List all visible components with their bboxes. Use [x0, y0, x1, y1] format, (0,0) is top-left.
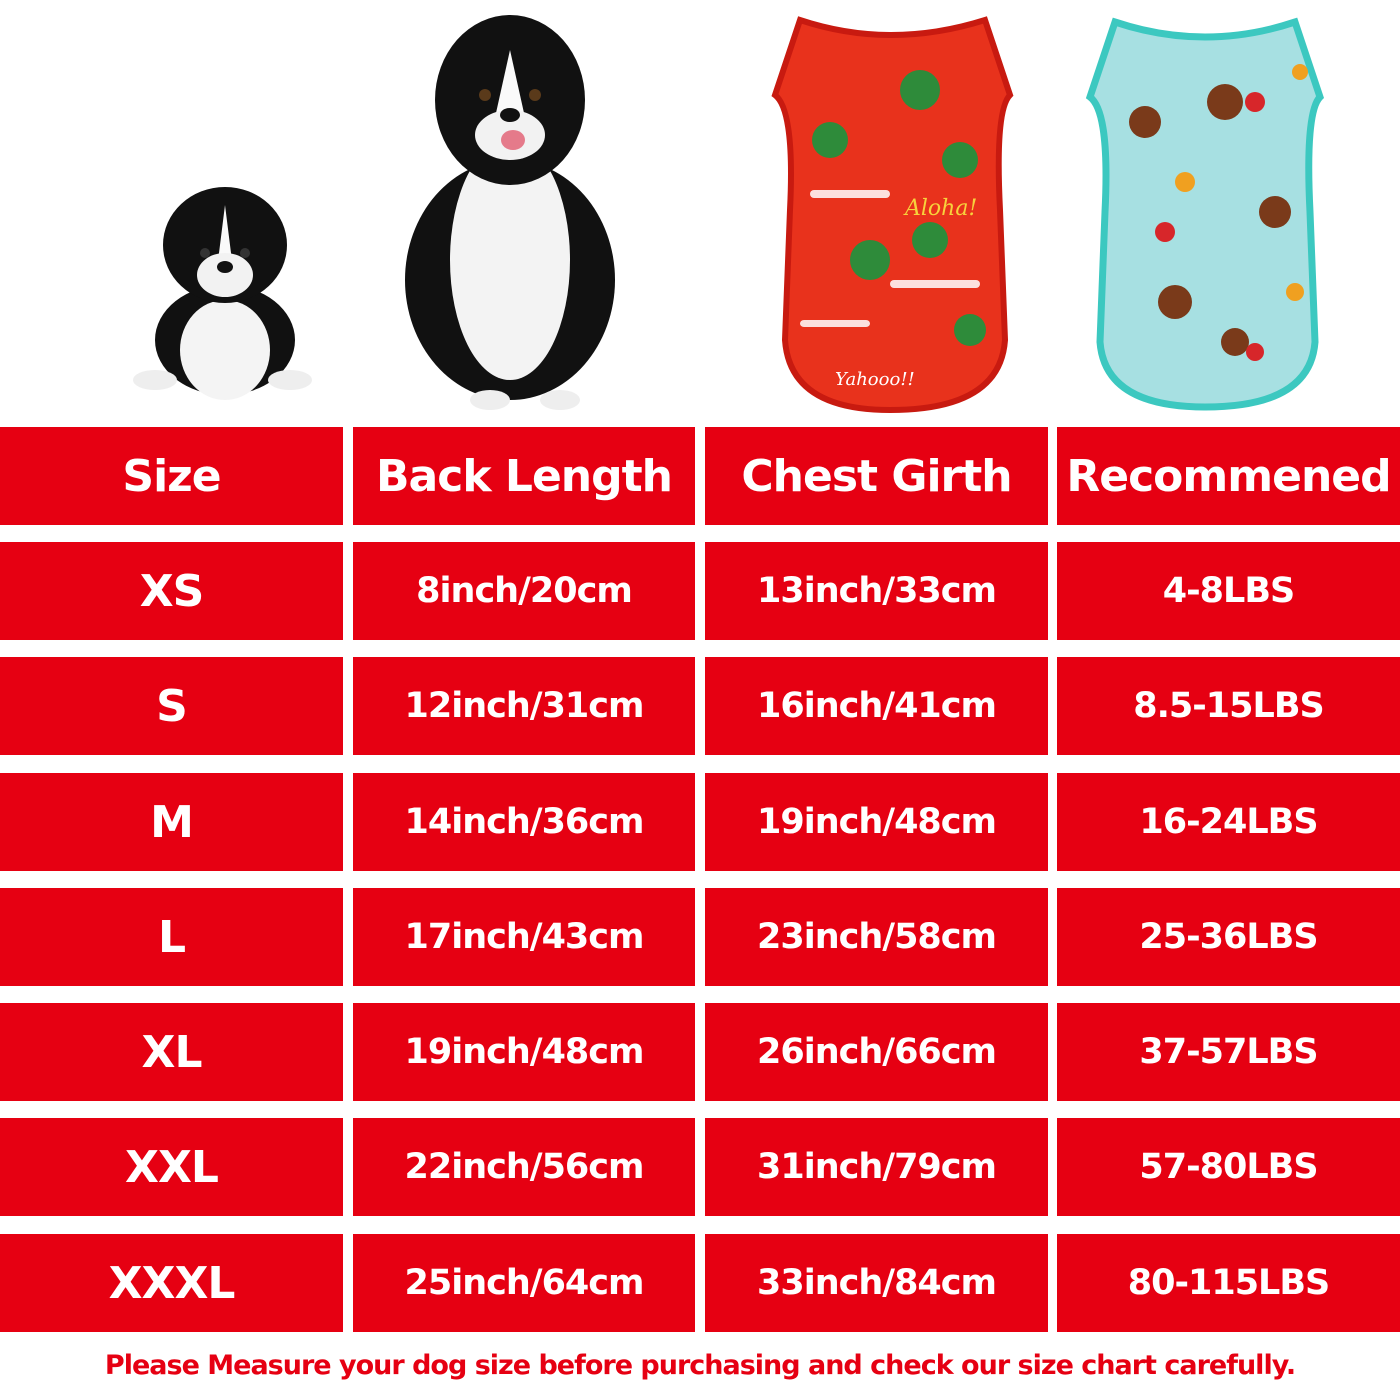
table-row: S 12inch/31cm 16inch/41cm 8.5-15LBS: [0, 657, 1400, 755]
red-hawaiian-shirt: Aloha! Yahooo!!: [771, 16, 1014, 414]
cell-chest-girth: 23inch/58cm: [705, 888, 1048, 986]
shirt-print-aloha: Aloha!: [903, 196, 977, 221]
cell-recommended-weight: 4-8LBS: [1057, 542, 1400, 640]
cell-size: M: [0, 773, 343, 871]
cell-recommended-weight: 37-57LBS: [1057, 1003, 1400, 1101]
table-row: XS 8inch/20cm 13inch/33cm 4-8LBS: [0, 542, 1400, 640]
table-row: L 17inch/43cm 23inch/58cm 25-36LBS: [0, 888, 1400, 986]
table-row: M 14inch/36cm 19inch/48cm 16-24LBS: [0, 773, 1400, 871]
cell-chest-girth: 16inch/41cm: [705, 657, 1048, 755]
table-row: XXL 22inch/56cm 31inch/79cm 57-80LBS: [0, 1118, 1400, 1216]
cell-back-length: 19inch/48cm: [353, 1003, 695, 1101]
cell-recommended-weight: 16-24LBS: [1057, 773, 1400, 871]
cell-chest-girth: 31inch/79cm: [705, 1118, 1048, 1216]
cell-back-length: 22inch/56cm: [353, 1118, 695, 1216]
cell-size: XXXL: [0, 1234, 343, 1332]
cell-recommended-weight: 80-115LBS: [1057, 1234, 1400, 1332]
cell-recommended-weight: 25-36LBS: [1057, 888, 1400, 986]
cell-chest-girth: 33inch/84cm: [705, 1234, 1048, 1332]
cell-back-length: 14inch/36cm: [353, 773, 695, 871]
adult-dog-photo: [405, 15, 615, 410]
table-row: XL 19inch/48cm 26inch/66cm 37-57LBS: [0, 1003, 1400, 1101]
cell-chest-girth: 26inch/66cm: [705, 1003, 1048, 1101]
cell-back-length: 8inch/20cm: [353, 542, 695, 640]
cell-size: XL: [0, 1003, 343, 1101]
cell-chest-girth: 13inch/33cm: [705, 542, 1048, 640]
teal-hawaiian-shirt: [1085, 17, 1325, 411]
cell-chest-girth: 19inch/48cm: [705, 773, 1048, 871]
header-recommended: Recommened: [1057, 427, 1400, 525]
table-header-row: Size Back Length Chest Girth Recommened: [0, 427, 1400, 525]
header-back-length: Back Length: [353, 427, 695, 525]
puppy-photo: [133, 187, 312, 400]
header-chest-girth: Chest Girth: [705, 427, 1048, 525]
cell-recommended-weight: 57-80LBS: [1057, 1118, 1400, 1216]
cell-size: L: [0, 888, 343, 986]
product-photos: Aloha! Yahooo!!: [0, 0, 1400, 420]
header-size: Size: [0, 427, 343, 525]
cell-size: S: [0, 657, 343, 755]
cell-recommended-weight: 8.5-15LBS: [1057, 657, 1400, 755]
cell-back-length: 17inch/43cm: [353, 888, 695, 986]
table-row: XXXL 25inch/64cm 33inch/84cm 80-115LBS: [0, 1234, 1400, 1332]
cell-size: XXL: [0, 1118, 343, 1216]
shirt-print-yahooo: Yahooo!!: [835, 369, 915, 390]
measure-note: Please Measure your dog size before purc…: [104, 1350, 1296, 1381]
cell-size: XS: [0, 542, 343, 640]
cell-back-length: 25inch/64cm: [353, 1234, 695, 1332]
cell-back-length: 12inch/31cm: [353, 657, 695, 755]
